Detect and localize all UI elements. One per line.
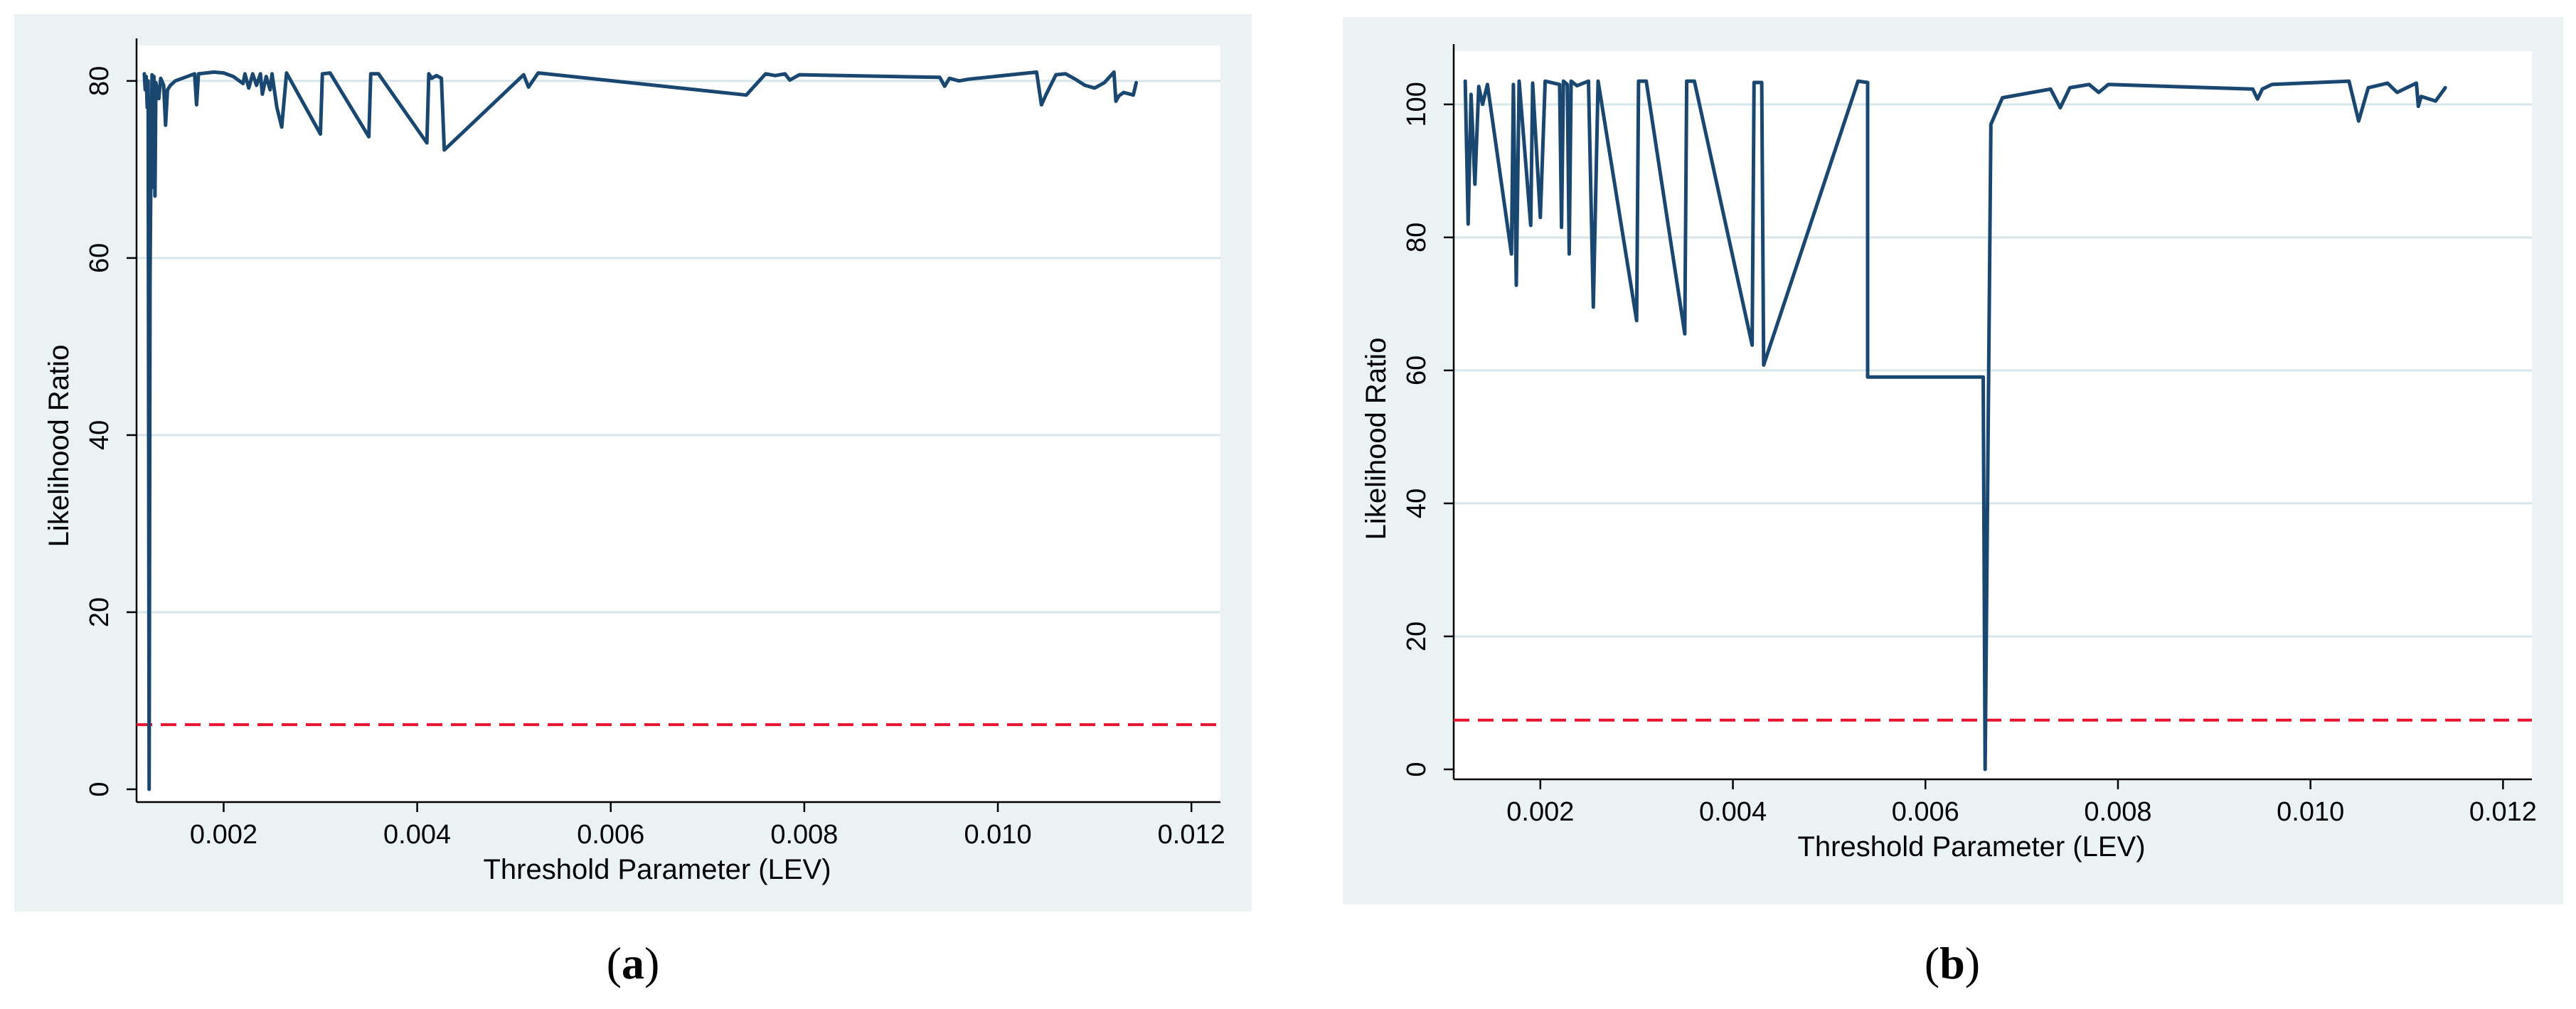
chart-b-xtick-label-0.008: 0.008 xyxy=(2084,797,2151,827)
chart-a-series-line xyxy=(142,70,1139,791)
chart-b-ytick-label-100: 100 xyxy=(1402,82,1432,127)
chart-a-xtick-label-0.012: 0.012 xyxy=(1158,820,1225,850)
chart-b-ytick-label-20: 20 xyxy=(1402,621,1432,651)
chart-a-xlabel: Threshold Parameter (LEV) xyxy=(483,854,831,885)
chart-b-xtick-label-0.002: 0.002 xyxy=(1506,797,1574,827)
chart-a-svg: 0 20 40 60 80 0.002 0.004 0.006 0.008 0.010 0.012 T… xyxy=(14,14,1252,912)
chart-a-xtick-label-0.010: 0.010 xyxy=(964,820,1031,850)
chart-a-plot-area xyxy=(137,46,1220,802)
chart-a-xtick-label-0.006: 0.006 xyxy=(577,820,644,850)
chart-b-ytick-label-60: 60 xyxy=(1402,356,1432,385)
chart-b-xlabel: Threshold Parameter (LEV) xyxy=(1797,831,2145,863)
chart-b-xtick-label-0.006: 0.006 xyxy=(1892,797,1959,827)
chart-b-series-line xyxy=(1463,79,2447,772)
chart-a-ylabel: Likelihood Ratio xyxy=(43,345,75,548)
chart-b-ytick-label-40: 40 xyxy=(1402,489,1432,518)
chart-b-xtick-label-0.012: 0.012 xyxy=(2469,797,2537,827)
chart-a-ytick-label-20: 20 xyxy=(85,597,115,627)
chart-a-ytick-label-80: 80 xyxy=(85,66,115,96)
chart-b-xtick-label-0.004: 0.004 xyxy=(1699,797,1767,827)
chart-b-svg: 0 20 40 60 80 100 0.002 0.004 0.006 0.008 0.010 0.0… xyxy=(1343,17,2563,904)
chart-b-ytick-label-0: 0 xyxy=(1402,762,1432,776)
caption-a: (a) xyxy=(606,938,660,988)
chart-b-plot-area xyxy=(1454,51,2532,779)
chart-a-xtick-label-0.002: 0.002 xyxy=(190,820,257,850)
caption-b: (b) xyxy=(1924,938,1981,988)
chart-a-xtick-label-0.008: 0.008 xyxy=(770,820,838,850)
chart-a-ytick-label-60: 60 xyxy=(85,243,115,273)
chart-b-ylabel: Likelihood Ratio xyxy=(1361,338,1392,540)
chart-panel-a: 0 20 40 60 80 0.002 0.004 0.006 0.008 0.010 0.012 T… xyxy=(14,14,1252,912)
chart-a-ytick-label-40: 40 xyxy=(85,420,115,450)
chart-panel-b: 0 20 40 60 80 100 0.002 0.004 0.006 0.008 0.010 0.0… xyxy=(1343,17,2563,904)
chart-b-ytick-label-80: 80 xyxy=(1402,223,1432,252)
chart-a-xtick-label-0.004: 0.004 xyxy=(383,820,451,850)
chart-b-xtick-label-0.010: 0.010 xyxy=(2277,797,2344,827)
chart-a-ytick-label-0: 0 xyxy=(85,781,115,796)
